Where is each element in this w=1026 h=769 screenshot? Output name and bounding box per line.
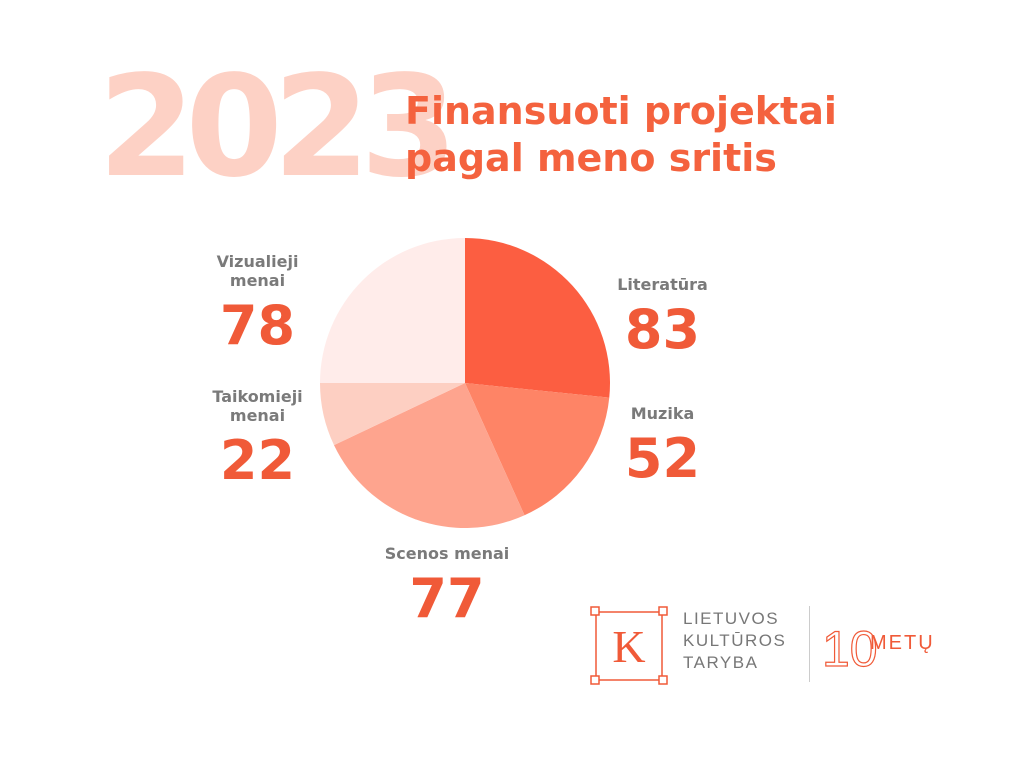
title-line-2: pagal meno sritis: [405, 136, 777, 180]
logo-text: LIETUVOS KULTŪROS TARYBA: [683, 608, 786, 674]
badge-text: METŲ: [870, 632, 935, 654]
category-label: Scenos menai: [384, 544, 510, 563]
anniversary-badge-icon: 10: [822, 620, 878, 677]
category-label: Literatūra: [617, 275, 708, 294]
pie-slice-5: [320, 238, 465, 383]
label-literatura: Literatūra 83: [600, 275, 725, 360]
label-scenos-menai: Scenos menai 77: [362, 544, 532, 629]
logo-line-3: TARYBA: [683, 653, 759, 672]
label-taikomieji-menai: Taikomieji menai 22: [195, 387, 320, 491]
page-title: Finansuoti projektai pagal meno sritis: [405, 88, 837, 182]
category-value: 77: [409, 567, 485, 630]
category-value: 78: [219, 294, 296, 357]
pie-slice-3: [334, 383, 525, 529]
logo-letter: K: [612, 621, 645, 672]
logo-line-2: KULTŪROS: [683, 631, 787, 650]
logo-frame-icon: K: [590, 606, 668, 685]
badge-number: 10: [822, 621, 878, 677]
title-line-1: Finansuoti projektai: [405, 89, 837, 133]
logo-divider: [809, 606, 810, 682]
category-value: 52: [624, 427, 701, 490]
pie-slice-2: [465, 383, 610, 516]
category-label: Taikomieji menai: [212, 387, 303, 425]
category-label: Muzika: [630, 404, 695, 423]
pie-slice-4: [320, 383, 465, 446]
category-value: 83: [624, 298, 701, 361]
label-vizualieji-menai: Vizualieji menai 78: [195, 252, 320, 356]
pie-slice-1: [465, 238, 611, 398]
organization-logo: K LIETUVOS KULTŪROS TARYBA 10 METŲ: [590, 604, 940, 688]
logo-line-1: LIETUVOS: [683, 609, 780, 628]
category-label: Vizualieji menai: [216, 252, 299, 290]
year-heading: 2023: [98, 46, 458, 209]
label-muzika: Muzika 52: [600, 404, 725, 489]
category-value: 22: [219, 429, 296, 492]
